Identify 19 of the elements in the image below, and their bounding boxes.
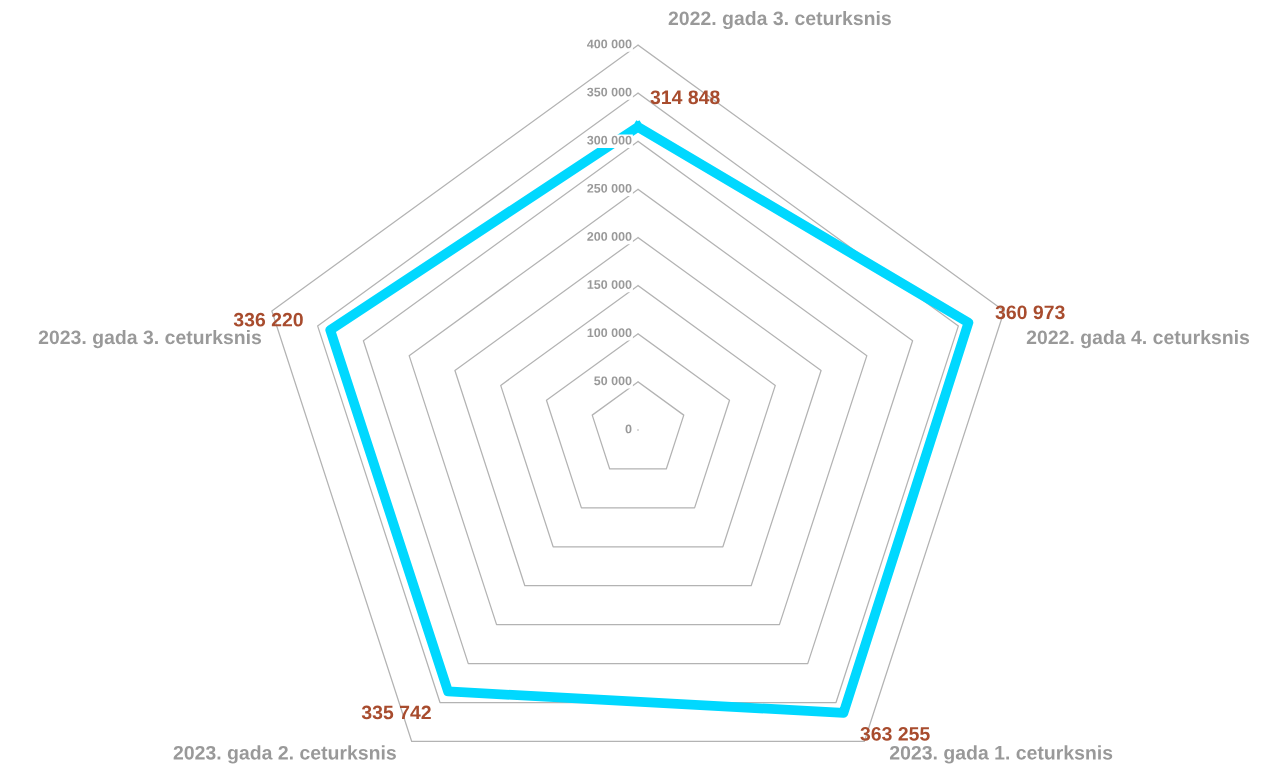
data-label: 335 742	[361, 705, 431, 720]
spoke-label: 2022. gada 3. ceturksnis	[668, 10, 891, 30]
y-tick-label: 50 000	[594, 376, 632, 386]
y-tick-label: 300 000	[587, 135, 632, 145]
y-tick-label: 200 000	[587, 232, 632, 241]
data-label: 314 848	[650, 90, 720, 105]
data-label: 360 973	[995, 305, 1065, 320]
data-label: 336 220	[233, 312, 303, 327]
spoke-label: 2023. gada 1. ceturksnis	[889, 745, 1113, 764]
spoke-label: 2023. gada 3. ceturksnis	[38, 329, 262, 349]
y-tick-label: 100 000	[587, 328, 632, 338]
y-tick-label: 250 000	[587, 183, 632, 193]
y-tick-label: 350 000	[587, 87, 632, 97]
spoke-label: 2023. gada 2. ceturksnis	[173, 745, 396, 764]
y-tick-label: 400 000	[587, 39, 632, 49]
y-tick-label: 0	[625, 424, 632, 434]
spoke-label: 2022. gada 4. ceturksnis	[1026, 329, 1250, 349]
y-tick-label: 150 000	[587, 280, 632, 289]
data-label: 363 255	[860, 726, 930, 741]
